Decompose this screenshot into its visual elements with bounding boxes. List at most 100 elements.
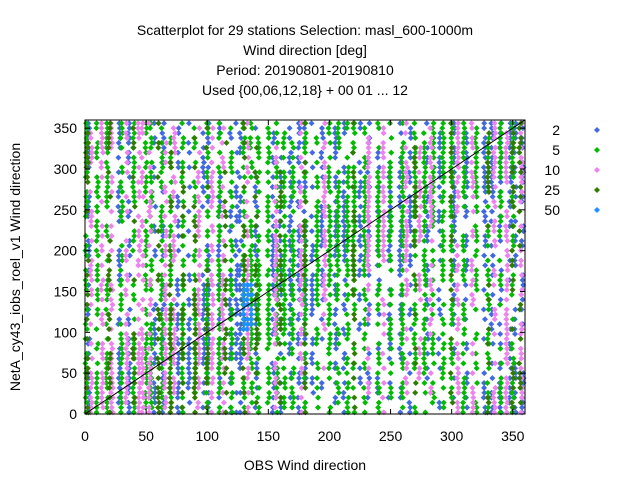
data-point-class-10 bbox=[209, 360, 216, 367]
data-point-class-2 bbox=[463, 139, 470, 146]
data-point-class-10 bbox=[195, 399, 202, 406]
data-point-class-10 bbox=[380, 252, 387, 259]
data-point-class-25 bbox=[240, 375, 247, 382]
data-point-class-5 bbox=[461, 203, 468, 210]
data-point-class-10 bbox=[145, 120, 152, 127]
data-point-class-10 bbox=[123, 389, 130, 396]
data-point-class-2 bbox=[451, 188, 458, 195]
data-point-class-5 bbox=[192, 139, 199, 146]
data-point-class-2 bbox=[340, 365, 347, 372]
data-point-class-10 bbox=[490, 267, 497, 274]
data-point-class-5 bbox=[256, 404, 263, 411]
data-point-class-10 bbox=[415, 237, 422, 244]
data-point-class-5 bbox=[344, 247, 351, 254]
data-point-class-5 bbox=[345, 183, 352, 190]
data-point-class-5 bbox=[289, 232, 296, 239]
data-point-class-5 bbox=[216, 286, 223, 293]
data-point-class-5 bbox=[314, 232, 321, 239]
data-point-class-5 bbox=[314, 183, 321, 190]
data-point-class-10 bbox=[209, 340, 216, 347]
data-point-class-10 bbox=[88, 154, 95, 161]
data-point-class-25 bbox=[222, 223, 229, 230]
data-point-class-10 bbox=[364, 232, 371, 239]
data-point-class-2 bbox=[318, 316, 325, 323]
data-point-class-5 bbox=[93, 237, 100, 244]
data-point-class-5 bbox=[265, 134, 272, 141]
data-point-class-5 bbox=[327, 330, 334, 337]
data-point-class-2 bbox=[480, 208, 487, 215]
data-point-class-2 bbox=[174, 404, 181, 411]
data-point-class-5 bbox=[439, 213, 446, 220]
data-point-class-5 bbox=[93, 247, 100, 254]
data-point-class-5 bbox=[422, 301, 429, 308]
data-point-class-2 bbox=[152, 301, 159, 308]
data-point-class-25 bbox=[106, 267, 113, 274]
data-point-class-50 bbox=[244, 281, 251, 288]
data-point-class-2 bbox=[463, 345, 470, 352]
data-point-class-25 bbox=[154, 306, 161, 313]
data-point-class-25 bbox=[167, 335, 174, 342]
data-point-class-25 bbox=[168, 404, 175, 411]
data-point-class-10 bbox=[139, 306, 146, 313]
data-point-class-5 bbox=[93, 174, 100, 181]
data-point-class-10 bbox=[380, 169, 387, 176]
data-point-class-2 bbox=[385, 247, 392, 254]
data-point-class-2 bbox=[277, 183, 284, 190]
data-point-class-2 bbox=[226, 228, 233, 235]
data-point-class-2 bbox=[232, 277, 239, 284]
data-point-class-5 bbox=[130, 375, 137, 382]
data-point-class-5 bbox=[131, 228, 138, 235]
data-point-class-10 bbox=[145, 384, 152, 391]
data-point-class-2 bbox=[253, 365, 260, 372]
data-point-class-10 bbox=[220, 237, 227, 244]
data-point-class-10 bbox=[162, 311, 169, 318]
data-point-class-2 bbox=[238, 134, 245, 141]
data-point-class-5 bbox=[167, 208, 174, 215]
data-point-class-10 bbox=[321, 179, 328, 186]
data-point-class-5 bbox=[103, 159, 110, 166]
legend-marker bbox=[594, 207, 600, 213]
data-point-class-5 bbox=[280, 183, 287, 190]
data-point-class-10 bbox=[272, 360, 279, 367]
data-point-class-10 bbox=[208, 242, 215, 249]
data-point-class-25 bbox=[277, 193, 284, 200]
data-point-class-2 bbox=[357, 179, 364, 186]
data-point-class-2 bbox=[332, 154, 339, 161]
data-point-class-10 bbox=[87, 301, 94, 308]
data-point-class-5 bbox=[255, 149, 262, 156]
data-point-class-5 bbox=[335, 223, 342, 230]
data-point-class-5 bbox=[280, 394, 287, 401]
data-point-class-5 bbox=[239, 149, 246, 156]
data-point-class-5 bbox=[119, 125, 126, 132]
data-point-class-5 bbox=[264, 345, 271, 352]
data-point-class-5 bbox=[94, 262, 101, 269]
data-point-class-25 bbox=[277, 262, 284, 269]
data-point-class-5 bbox=[229, 311, 236, 318]
data-point-class-5 bbox=[361, 154, 368, 161]
data-point-class-2 bbox=[226, 130, 233, 137]
data-point-class-25 bbox=[180, 272, 187, 279]
data-point-class-10 bbox=[298, 340, 305, 347]
data-point-class-5 bbox=[118, 144, 125, 151]
data-point-class-5 bbox=[376, 360, 383, 367]
data-point-class-10 bbox=[402, 144, 409, 151]
data-point-class-10 bbox=[297, 130, 304, 137]
data-point-class-10 bbox=[220, 272, 227, 279]
data-point-class-10 bbox=[208, 174, 215, 181]
data-point-class-5 bbox=[93, 125, 100, 132]
data-point-class-2 bbox=[186, 277, 193, 284]
data-point-class-10 bbox=[504, 277, 511, 284]
data-point-class-5 bbox=[326, 213, 333, 220]
data-point-class-5 bbox=[360, 384, 367, 391]
data-point-class-25 bbox=[106, 316, 113, 323]
data-point-class-5 bbox=[439, 267, 446, 274]
data-point-class-10 bbox=[469, 340, 476, 347]
y-tick-label: 150 bbox=[54, 284, 78, 300]
data-point-class-5 bbox=[265, 370, 272, 377]
data-point-class-5 bbox=[440, 179, 447, 186]
data-point-class-10 bbox=[503, 350, 510, 357]
data-point-class-25 bbox=[222, 350, 229, 357]
data-point-class-5 bbox=[420, 370, 427, 377]
data-point-class-5 bbox=[376, 389, 383, 396]
data-point-class-5 bbox=[473, 144, 480, 151]
